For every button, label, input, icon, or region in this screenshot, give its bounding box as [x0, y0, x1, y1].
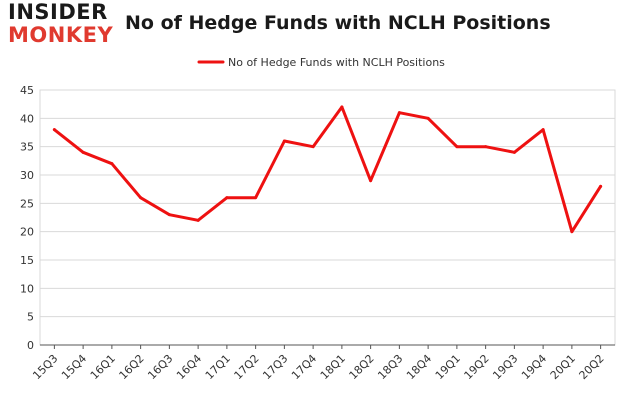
data-point — [196, 218, 200, 222]
data-point — [225, 196, 229, 200]
y-tick-label: 15 — [20, 254, 34, 267]
y-tick-label: 5 — [27, 311, 34, 324]
x-tick-label: 18Q3 — [375, 352, 405, 382]
data-point — [369, 179, 373, 183]
x-tick-label: 20Q2 — [577, 352, 607, 382]
series-line — [52, 105, 603, 234]
logo-text-monkey: MONKEY — [8, 23, 114, 47]
y-tick-label: 35 — [20, 141, 34, 154]
x-tick-label: 18Q4 — [404, 352, 434, 382]
x-tick-label: 17Q1 — [203, 352, 233, 382]
data-point — [397, 111, 401, 115]
data-point — [541, 128, 545, 132]
y-tick-label: 25 — [20, 197, 34, 210]
y-tick-label: 10 — [20, 282, 34, 295]
data-point — [139, 196, 143, 200]
data-point — [311, 145, 315, 149]
data-point — [167, 213, 171, 217]
x-tick-label: 17Q3 — [260, 352, 290, 382]
insider-monkey-logo: INSIDER MONKEY — [8, 2, 118, 46]
y-tick-label: 40 — [20, 112, 34, 125]
data-point — [110, 162, 114, 166]
data-point — [340, 105, 344, 109]
y-tick-label: 45 — [20, 84, 34, 97]
x-tick-label: 19Q2 — [462, 352, 492, 382]
x-tick-label: 20Q1 — [548, 352, 578, 382]
y-tick-label: 20 — [20, 226, 34, 239]
x-tick-label: 16Q3 — [145, 352, 175, 382]
x-tick-label: 19Q1 — [433, 352, 463, 382]
legend-label: No of Hedge Funds with NCLH Positions — [228, 56, 445, 69]
data-point — [484, 145, 488, 149]
x-tick-label: 16Q4 — [174, 352, 204, 382]
y-tick-label: 0 — [27, 339, 34, 352]
data-point — [254, 196, 258, 200]
data-point — [570, 230, 574, 234]
x-tick-label: 15Q4 — [59, 352, 89, 382]
logo-text-insider: INSIDER — [8, 0, 108, 24]
y-tick-label: 30 — [20, 169, 34, 182]
data-point — [81, 150, 85, 154]
x-tick-label: 18Q2 — [347, 352, 377, 382]
x-tick-label: 15Q3 — [30, 352, 60, 382]
data-point — [455, 145, 459, 149]
x-tick-label: 16Q2 — [117, 352, 147, 382]
x-tick-label: 18Q1 — [318, 352, 348, 382]
chart-title: No of Hedge Funds with NCLH Positions — [125, 12, 551, 34]
x-tick-label: 17Q2 — [232, 352, 262, 382]
data-point — [52, 128, 56, 132]
x-tick-label: 17Q4 — [289, 352, 319, 382]
x-tick-label: 19Q3 — [490, 352, 520, 382]
data-point — [512, 150, 516, 154]
data-point — [599, 184, 603, 188]
data-point — [426, 116, 430, 120]
data-point — [282, 139, 286, 143]
x-tick-label: 19Q4 — [519, 352, 549, 382]
x-tick-label: 16Q1 — [88, 352, 118, 382]
